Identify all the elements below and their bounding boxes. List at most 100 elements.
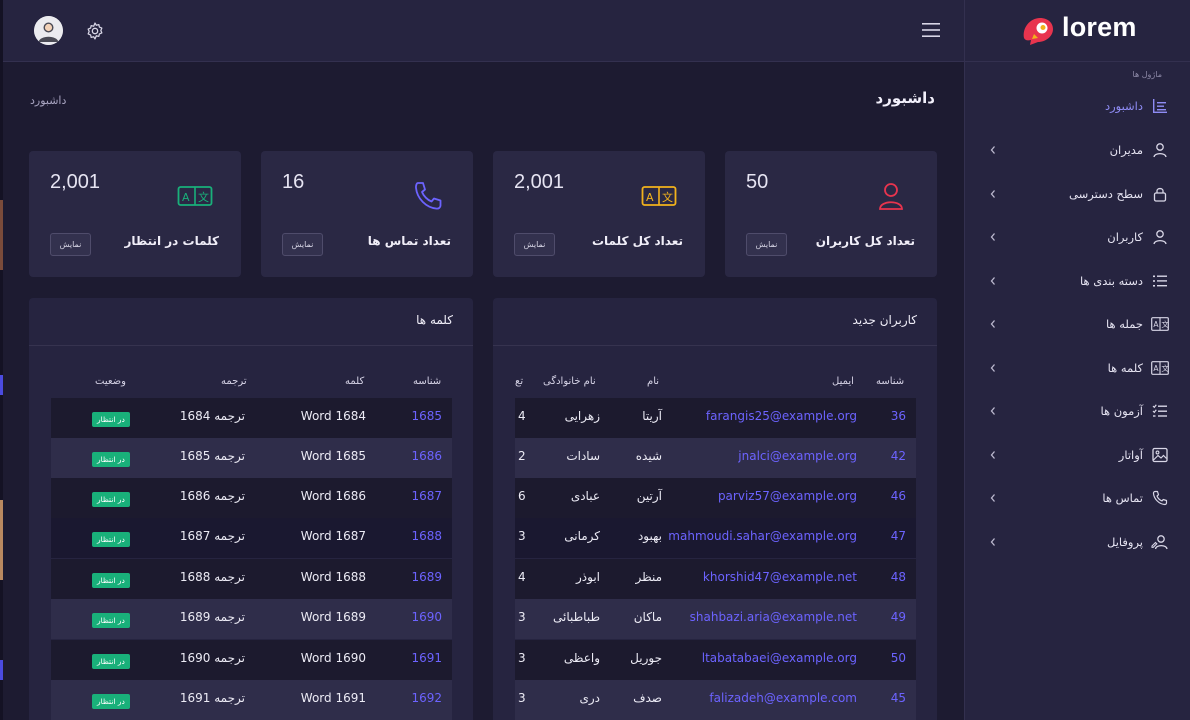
table-row[interactable]: 1685 Word 1684 ترجمه 1684 در انتظار [51,398,452,438]
sidebar-item-label: تماس ها [1102,491,1143,505]
status-badge: در انتظار [92,694,130,709]
sidebar-item-label: جمله ها [1106,317,1143,331]
table-row[interactable]: 48 khorshid47@example.net منظر ابوذر 4 [515,559,916,599]
user-email-link[interactable]: mahmoudi.sahar@example.org [668,529,857,543]
sidebar-item-avatar[interactable]: آواتار [965,440,1190,470]
sidebar-item-profile[interactable]: پروفایل [965,527,1190,557]
table-row[interactable]: 45 falizadeh@example.com صدف دری 3 [515,680,916,720]
user-id-link[interactable]: 48 [890,570,906,584]
user-edit-icon [1151,533,1169,551]
word-id-link[interactable]: 1689 [411,570,442,584]
table-row[interactable]: 1692 Word 1691 ترجمه 1691 در انتظار [51,680,452,720]
table-row[interactable]: 1686 Word 1685 ترجمه 1685 در انتظار [51,438,452,478]
word-translation: ترجمه 1690 [179,651,245,665]
word-id-link[interactable]: 1685 [411,409,442,423]
user-last-name: واعظی [563,651,600,665]
user-email-link[interactable]: shahbazi.aria@example.net [689,610,857,624]
table-row[interactable]: 46 parviz57@example.org آرتین عبادی 6 [515,478,916,518]
user-first-name: منظر [635,570,662,584]
word-id-link[interactable]: 1688 [411,529,442,543]
sidebar-item-quizzes[interactable]: آزمون ها [965,396,1190,426]
user-first-name: آرتین [636,489,662,503]
user-count: 3 [518,651,526,665]
column-header-email: ایمیل [832,376,854,387]
stat-title: تعداد تماس ها [367,234,451,248]
user-email-link[interactable]: farangis25@example.org [705,409,857,423]
table-row[interactable]: 47 mahmoudi.sahar@example.org بهبود کرمانی 3 [515,518,916,558]
table-row[interactable]: 1690 Word 1689 ترجمه 1689 در انتظار [51,599,452,639]
user-email-link[interactable]: ltabatabaei@example.org [701,651,857,665]
sidebar-item-label: آواتار [1118,448,1143,462]
user-id-link[interactable]: 50 [890,651,906,665]
user-id-link[interactable]: 47 [890,529,906,543]
user-email-link[interactable]: falizadeh@example.com [709,691,857,705]
edge-marker [0,200,3,270]
stat-value: 2,001 [514,171,565,193]
show-button[interactable]: نمایش [746,233,787,256]
table-row[interactable]: 36 farangis25@example.org آریتا زهرایی 4 [515,398,916,438]
user-count: 3 [518,529,526,543]
word-id-link[interactable]: 1690 [411,610,442,624]
user-first-name: بهبود [637,529,662,543]
user-id-link[interactable]: 45 [890,691,906,705]
sidebar-item-label: کاربران [1107,230,1143,244]
user-id-link[interactable]: 49 [890,610,906,624]
chevron-left-icon [990,277,995,285]
user-email-link[interactable]: parviz57@example.org [717,489,857,503]
word-id-link[interactable]: 1692 [411,691,442,705]
user-id-link[interactable]: 42 [890,449,906,463]
sidebar-item-admins[interactable]: مدیران [965,135,1190,165]
sidebar-section-label: ماژول ها [1132,70,1162,79]
user-avatar[interactable] [34,16,63,45]
column-header-last-name: نام خانوادگی [543,376,596,387]
hamburger-menu-icon[interactable] [921,20,941,40]
column-header-first-name: نام [647,376,660,387]
user-icon [1151,141,1169,159]
word-id-link[interactable]: 1691 [411,651,442,665]
gear-icon[interactable] [85,21,105,41]
chevron-left-icon [990,538,995,546]
sidebar-item-dashboard[interactable]: داشبورد [965,91,1190,121]
user-id-link[interactable]: 46 [890,489,906,503]
user-first-name: صدف [633,691,662,705]
table-row[interactable]: 1687 Word 1686 ترجمه 1686 در انتظار [51,478,452,518]
sidebar-item-contacts[interactable]: تماس ها [965,483,1190,513]
user-id-link[interactable]: 36 [890,409,906,423]
table-row[interactable]: 50 ltabatabaei@example.org جوریل واعظی 3 [515,640,916,680]
brand-logo[interactable]: lorem [965,0,1190,62]
avatar-icon [34,16,63,45]
svg-text:文: 文 [1161,319,1169,329]
table-row[interactable]: 1688 Word 1687 ترجمه 1687 در انتظار [51,518,452,558]
user-icon [1151,228,1169,246]
user-count: 4 [518,570,526,584]
status-badge: در انتظار [92,532,130,547]
word-translation: ترجمه 1689 [179,610,245,624]
svg-text:A: A [646,191,654,204]
chevron-left-icon [990,190,995,198]
user-count: 3 [518,691,526,705]
user-count: 4 [518,409,526,423]
table-row[interactable]: 49 shahbazi.aria@example.net ماکان طباطبائی… [515,599,916,639]
sidebar-item-access-level[interactable]: سطح دسترسی [965,179,1190,209]
sidebar-item-categories[interactable]: دسته بندی ها [965,266,1190,296]
table-row[interactable]: 1689 Word 1688 ترجمه 1688 در انتظار [51,559,452,599]
word-id-link[interactable]: 1687 [411,489,442,503]
stat-title: تعداد کل کاربران [815,234,915,248]
user-email-link[interactable]: khorshid47@example.net [702,570,857,584]
show-button[interactable]: نمایش [50,233,91,256]
user-email-link[interactable]: jnalci@example.org [738,449,857,463]
show-button[interactable]: نمایش [514,233,555,256]
table-row[interactable]: 42 jnalci@example.org شیده سادات 2 [515,438,916,478]
svg-text:A: A [1153,320,1159,329]
sidebar-item-users[interactable]: کاربران [965,222,1190,252]
status-badge: در انتظار [92,654,130,669]
stat-value: 2,001 [50,171,101,193]
status-badge: در انتظار [92,412,130,427]
table-row[interactable]: 1691 Word 1690 ترجمه 1690 در انتظار [51,640,452,680]
word-id-link[interactable]: 1686 [411,449,442,463]
panel-title: کلمه ها [416,313,453,327]
show-button[interactable]: نمایش [282,233,323,256]
panel-header: کاربران جدید [493,298,937,346]
